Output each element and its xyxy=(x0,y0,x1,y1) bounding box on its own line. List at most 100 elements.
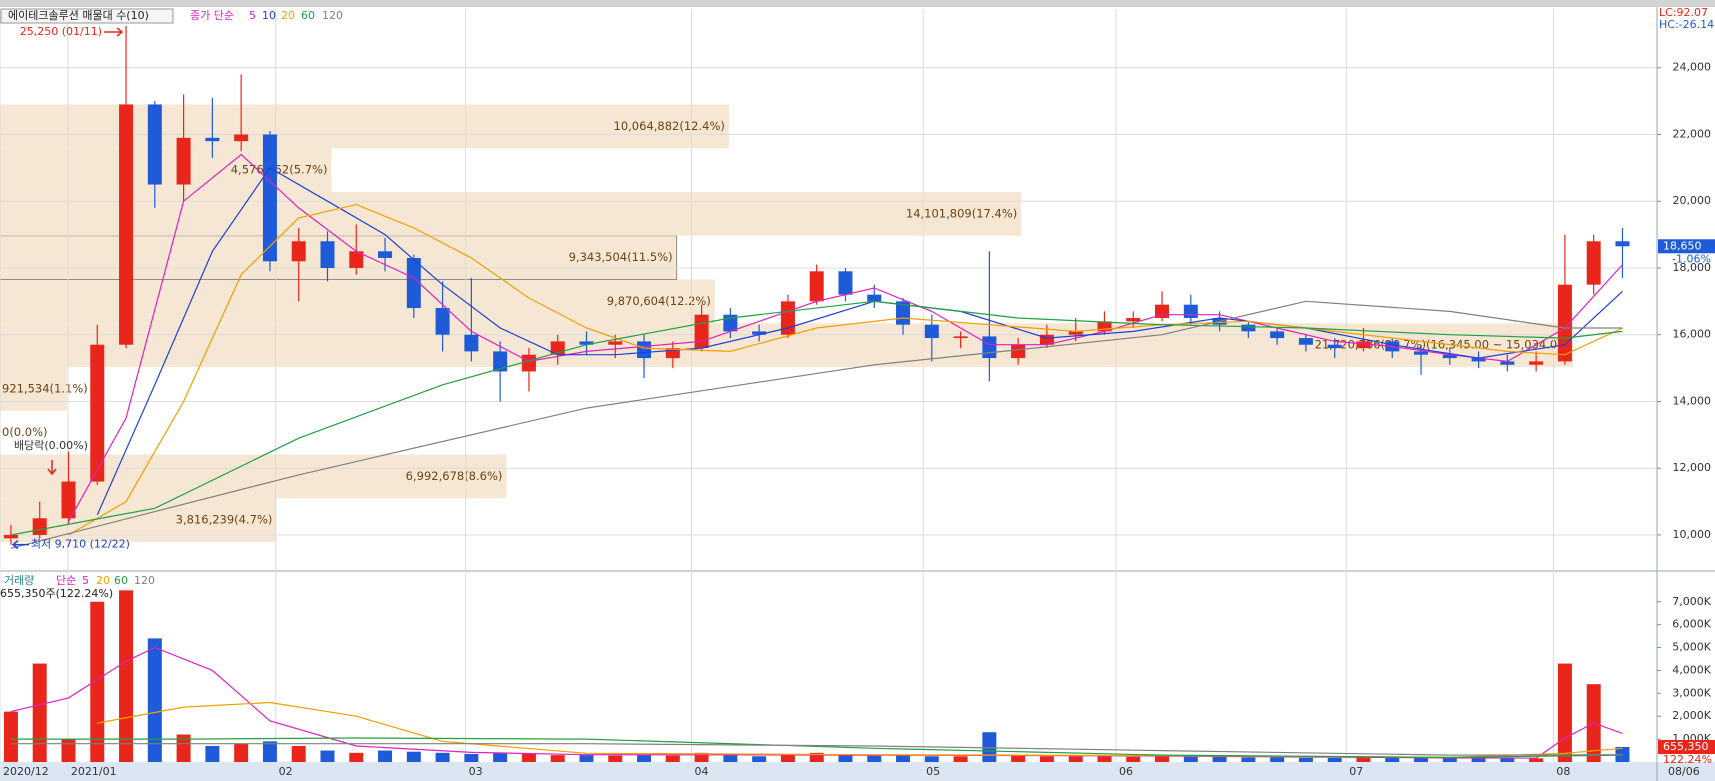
candle-body xyxy=(665,348,680,359)
hc-label: HC:-26.14 xyxy=(1659,18,1714,31)
volume-bar xyxy=(464,753,479,762)
volume-bar xyxy=(320,750,335,762)
volume-bar xyxy=(867,755,882,762)
x-tick-label: 08 xyxy=(1556,765,1570,778)
volume-bar xyxy=(1442,758,1457,762)
x-tick-label: 03 xyxy=(469,765,483,778)
volume-y-tick-label: 7,000K xyxy=(1672,595,1711,608)
candle-body xyxy=(752,331,767,335)
ma-line xyxy=(10,300,1623,536)
volume-bar xyxy=(61,739,76,762)
candle-body xyxy=(464,334,479,352)
volume-bar xyxy=(521,753,536,762)
candle-body xyxy=(1442,354,1457,359)
last-date: 08/06 xyxy=(1668,765,1700,778)
ma-line xyxy=(68,203,1623,536)
volume-bar xyxy=(176,734,191,762)
y-tick-label: 12,000 xyxy=(1673,461,1712,474)
volume-bar xyxy=(1068,756,1083,762)
ma-legend-entry: 20 xyxy=(281,9,295,22)
volume-bar xyxy=(1212,756,1227,762)
candle-body xyxy=(291,241,306,262)
volume-title: 거래량 xyxy=(4,574,34,587)
candle-body xyxy=(1471,358,1486,362)
candle-body xyxy=(493,351,508,372)
candle-body xyxy=(982,336,997,359)
volume-profile-band xyxy=(0,454,507,499)
volume-bar xyxy=(291,745,306,762)
band-label: 10,064,882(12.4%) xyxy=(614,119,725,133)
volume-bar xyxy=(90,601,105,762)
candle-body xyxy=(3,534,18,539)
candle-body xyxy=(1039,334,1054,345)
max-label: 25,250 (01/11) xyxy=(20,25,102,38)
candle-body xyxy=(147,104,162,185)
candle-body xyxy=(32,518,47,535)
volume-bar xyxy=(752,756,767,762)
last-volume-box xyxy=(1658,739,1715,754)
volume-bar xyxy=(1471,758,1486,762)
candle-body xyxy=(435,308,450,335)
volume-ma-line xyxy=(10,743,1623,756)
candle-body xyxy=(637,341,652,359)
candle-body xyxy=(61,481,76,519)
volume-bar xyxy=(809,752,824,762)
last-price-label: 18,650 xyxy=(1663,239,1702,252)
y-tick-label: 20,000 xyxy=(1673,194,1712,207)
top-strip xyxy=(0,0,1715,7)
band-label: 14,101,809(17.4%) xyxy=(906,206,1017,220)
volume-bar xyxy=(406,751,421,762)
volume-bar xyxy=(32,663,47,762)
volume-ma-legend-entry: 120 xyxy=(134,574,155,587)
volume-bar xyxy=(493,752,508,762)
volume-ma-line xyxy=(10,646,1623,759)
candle-body xyxy=(1615,241,1630,247)
candle-body xyxy=(406,257,421,309)
volume-bar xyxy=(637,755,652,762)
ma-legend-label: 종가 단순 xyxy=(190,9,234,22)
x-axis-area xyxy=(0,762,1715,781)
volume-summary: 655,350주(122.24%) xyxy=(0,587,113,600)
max-arrow xyxy=(104,27,124,37)
candle-body xyxy=(90,344,105,482)
candle-body xyxy=(953,336,968,339)
candle-body xyxy=(579,341,594,345)
volume-bar xyxy=(550,755,565,762)
volume-bar xyxy=(205,745,220,762)
x-tick-label: 2021/01 xyxy=(71,765,117,778)
y-tick-label: 10,000 xyxy=(1673,528,1712,541)
volume-bar xyxy=(982,732,997,762)
band-label: 6,992,678(8.6%) xyxy=(406,469,503,483)
volume-ma-label: 단순 xyxy=(56,574,76,587)
x-tick-label: 05 xyxy=(926,765,940,778)
volume-bar xyxy=(723,755,738,762)
candle-body xyxy=(924,324,939,339)
candle-body xyxy=(1097,321,1112,332)
candle-body xyxy=(119,104,134,345)
right-axis-area xyxy=(1657,7,1715,762)
band-label: 0(0.0%) xyxy=(2,425,48,439)
y-tick-label: 24,000 xyxy=(1673,61,1712,74)
volume-bar xyxy=(3,711,18,762)
volume-bar xyxy=(1327,757,1342,762)
volume-profile-band xyxy=(0,191,1022,236)
volume-bar xyxy=(1356,757,1371,762)
ma-legend-entry: 60 xyxy=(301,9,315,22)
volume-bar xyxy=(1557,663,1572,762)
volume-profile-band xyxy=(0,366,67,411)
volume-y-tick-label: 5,000K xyxy=(1672,641,1711,654)
last-price-change: -1.06% xyxy=(1672,252,1711,265)
title-tag xyxy=(0,8,174,24)
last-volume-label: 655,350 xyxy=(1663,740,1709,753)
candle-body xyxy=(1529,361,1544,365)
candle-body xyxy=(809,271,824,302)
volume-bar xyxy=(1011,755,1026,762)
band-label: 3,816,239(4.7%) xyxy=(176,513,273,527)
volume-bar xyxy=(378,750,393,762)
volume-bar xyxy=(1039,756,1054,762)
volume-bar xyxy=(349,752,364,762)
candle-body xyxy=(1183,304,1198,319)
candle-body xyxy=(608,341,623,345)
ex-dividend-label: 배당락(0.00%) xyxy=(14,439,88,452)
